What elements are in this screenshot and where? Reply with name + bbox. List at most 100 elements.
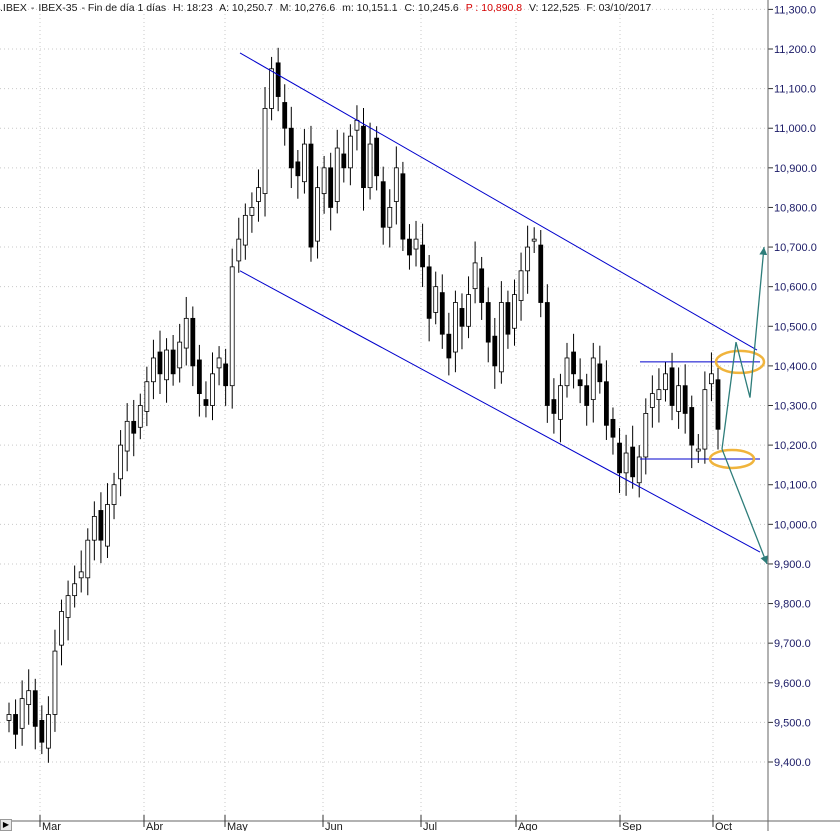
candle-body xyxy=(571,351,576,375)
candle-body xyxy=(249,207,255,216)
candle-body xyxy=(577,379,583,387)
candle-body xyxy=(361,125,366,189)
candle-body xyxy=(269,68,274,109)
y-tick-label: 10,800.0 xyxy=(774,202,817,214)
candle-body xyxy=(39,720,45,743)
candle-body xyxy=(262,108,268,194)
candle-body xyxy=(453,302,458,353)
chart-header: .IBEX - IBEX-35- Fin de día 1 días H: 18:2… xyxy=(0,0,840,16)
candle-body xyxy=(210,373,215,406)
y-tick-label: 9,700.0 xyxy=(774,638,811,650)
candles xyxy=(6,47,721,763)
candle-body xyxy=(433,286,439,313)
candle-body xyxy=(400,173,406,240)
candle-body xyxy=(177,341,183,369)
candle-body xyxy=(65,595,71,618)
candle-body xyxy=(282,102,288,129)
candle-body xyxy=(590,357,596,400)
candle-body xyxy=(610,418,616,438)
header-volume: V: 122,525 xyxy=(529,2,580,14)
channel-upper-line xyxy=(239,52,758,351)
y-tick-label: 10,500.0 xyxy=(774,321,817,333)
header-pivot: P : 10,890.8 xyxy=(465,2,523,14)
ellipse-top xyxy=(714,349,766,375)
candle-body xyxy=(32,690,38,727)
candle-body xyxy=(459,308,465,327)
header-low: m: 10,151.1 xyxy=(342,2,398,14)
candle-body xyxy=(98,510,104,541)
candle-body xyxy=(164,349,169,381)
candle-body xyxy=(518,270,524,301)
candle-body xyxy=(315,187,320,242)
candle-body xyxy=(256,187,261,202)
candle-body xyxy=(551,399,557,414)
candle-body xyxy=(72,583,78,597)
y-axis: 9,400.0 9,500.0 9,600.0 9,700.0 9,800.0 9,900… xyxy=(767,0,817,831)
header-period: - Fin de día 1 días xyxy=(81,2,167,14)
candle-body xyxy=(91,516,97,541)
candle-body xyxy=(387,207,393,228)
candle-body xyxy=(695,448,701,452)
x-axis: Mar Abr May Jun Jul Ago Sep Oct xyxy=(0,815,840,831)
y-tick-label: 9,900.0 xyxy=(774,559,811,571)
header-date: F: 03/10/2017 xyxy=(586,2,652,14)
candle-body xyxy=(131,420,137,434)
candle-body xyxy=(407,238,412,256)
candle-body xyxy=(190,317,196,367)
candle-body xyxy=(393,167,399,202)
candle-body xyxy=(439,292,445,335)
candle-body xyxy=(19,698,25,729)
candle-body xyxy=(564,357,570,387)
candle-body xyxy=(6,714,12,721)
header-hour: H: 18:23 xyxy=(173,2,213,14)
candle-body xyxy=(295,161,301,177)
candle-body xyxy=(709,373,714,385)
y-tick-label: 9,400.0 xyxy=(774,757,811,769)
candle-body xyxy=(275,62,281,97)
y-tick-label: 10,400.0 xyxy=(774,361,817,373)
annotations xyxy=(239,52,768,565)
candle-body xyxy=(630,446,636,478)
candle-body xyxy=(26,690,32,705)
candle-body xyxy=(584,385,590,406)
candle-body xyxy=(236,238,242,262)
candle-body xyxy=(426,266,432,319)
y-tick-label: 11,200.0 xyxy=(774,44,816,56)
y-tick-label: 11,100.0 xyxy=(774,84,816,96)
header-high: M: 10,276.6 xyxy=(279,2,336,14)
y-tick-label: 10,900.0 xyxy=(774,163,817,175)
scroll-left-icon[interactable]: ▶ xyxy=(0,819,12,831)
candle-body xyxy=(308,143,314,248)
candle-body xyxy=(157,351,163,375)
y-tick-label: 9,600.0 xyxy=(774,678,811,690)
candle-body xyxy=(420,244,425,268)
y-tick-label: 10,600.0 xyxy=(774,282,817,294)
candle-body xyxy=(498,302,504,373)
candle-body xyxy=(492,335,498,367)
candle-body xyxy=(321,167,327,194)
arrow-bullish xyxy=(721,246,768,450)
candle-body xyxy=(341,153,347,169)
candle-body xyxy=(531,238,537,242)
y-tick-label: 10,300.0 xyxy=(774,401,817,413)
candle-body xyxy=(229,266,235,387)
candle-body xyxy=(124,420,130,452)
candle-body xyxy=(85,539,91,579)
header-open: A: 10,250.7 xyxy=(219,2,273,14)
candle-body xyxy=(446,333,452,359)
ellipse-bottom xyxy=(708,448,756,470)
candle-body xyxy=(682,385,688,414)
x-tick-label: Sep xyxy=(622,821,642,831)
candle-body xyxy=(328,167,334,208)
y-tick-label: 10,100.0 xyxy=(774,480,817,492)
candle-body xyxy=(196,359,202,395)
candle-body xyxy=(105,504,110,547)
candle-body xyxy=(118,444,124,480)
candle-body xyxy=(689,407,695,446)
x-tick-label: Jul xyxy=(423,821,437,831)
y-tick-label: 10,000.0 xyxy=(774,519,817,531)
candle-body xyxy=(669,367,675,406)
candle-body xyxy=(512,294,517,329)
candle-body xyxy=(223,363,229,387)
x-tick-label: Oct xyxy=(715,821,732,831)
